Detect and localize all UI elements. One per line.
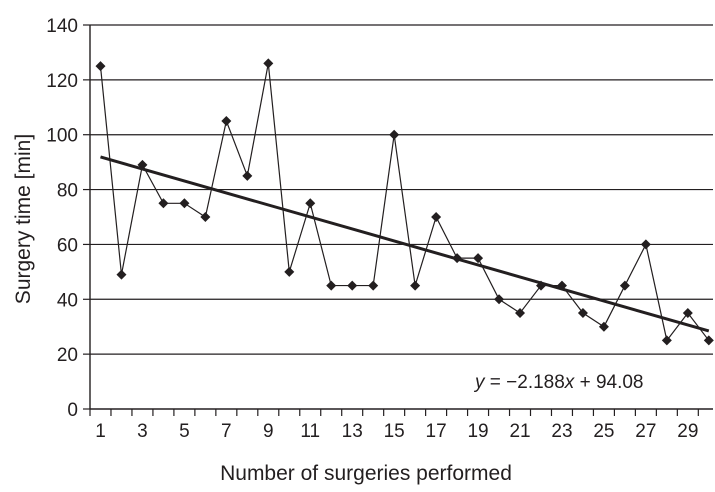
- series-group: [95, 58, 714, 346]
- y-tick-label-0: 0: [67, 400, 78, 421]
- x-tick-label-17: 17: [426, 421, 447, 442]
- axes: [89, 25, 713, 410]
- data-point-14: [368, 280, 379, 291]
- data-point-8: [242, 170, 253, 181]
- x-tick-label-29: 29: [677, 421, 698, 442]
- data-point-15: [389, 129, 400, 140]
- data-point-5: [179, 198, 190, 209]
- data-point-21: [515, 308, 526, 318]
- trendline-group: [100, 155, 710, 333]
- y-tick-label-60: 60: [57, 235, 78, 256]
- x-tick-label-13: 13: [342, 421, 363, 442]
- data-series-line: [99, 63, 710, 342]
- data-point-19: [473, 253, 484, 264]
- data-point-10: [284, 266, 295, 277]
- data-point-16: [410, 280, 421, 291]
- data-point-25: [598, 321, 609, 332]
- x-tick-label-5: 5: [179, 421, 190, 442]
- x-tick-label-9: 9: [263, 421, 274, 442]
- data-point-26: [619, 280, 630, 291]
- x-tick-label-15: 15: [384, 421, 405, 442]
- x-axis-ticks: 1 3 5 7 9 11 13 15 17 19 21 23 25 27 29: [89, 409, 699, 442]
- data-point-30: [703, 335, 714, 346]
- data-point-13: [347, 280, 358, 291]
- data-point-1: [95, 61, 106, 72]
- x-tick-label-25: 25: [593, 421, 614, 442]
- y-tick-label-20: 20: [57, 345, 78, 366]
- equation-intercept: + 94.08: [574, 372, 643, 393]
- x-tick-label-21: 21: [509, 421, 530, 442]
- data-point-28: [661, 335, 672, 346]
- data-point-29: [682, 308, 693, 318]
- trendline-equation: y = −2.188x + 94.08: [473, 372, 644, 393]
- data-point-24: [577, 308, 588, 318]
- trendline: [100, 155, 710, 333]
- data-point-2: [116, 269, 127, 280]
- y-tick-label-40: 40: [57, 290, 78, 311]
- equation-x-variable: x: [564, 372, 576, 393]
- x-axis-title: Number of surgeries performed: [220, 462, 512, 485]
- y-axis-ticks: 0 20 40 60 80 100 120 140: [46, 16, 90, 421]
- data-point-27: [640, 239, 651, 250]
- data-point-4: [158, 198, 169, 209]
- data-point-17: [431, 212, 442, 222]
- x-tick-label-11: 11: [300, 421, 320, 442]
- x-tick-label-7: 7: [221, 421, 232, 442]
- x-tick-label-1: 1: [95, 421, 106, 442]
- y-axis-title: Surgery time [min]: [12, 134, 35, 304]
- data-point-9: [263, 58, 274, 69]
- y-tick-label-140: 140: [46, 16, 78, 37]
- y-tick-label-100: 100: [46, 126, 78, 147]
- x-tick-label-19: 19: [467, 421, 488, 442]
- x-tick-label-23: 23: [551, 421, 572, 442]
- equation-slope: = −2.188: [485, 372, 565, 393]
- data-point-20: [494, 294, 505, 305]
- data-point-11: [305, 198, 316, 209]
- x-tick-label-27: 27: [635, 421, 656, 442]
- equation-y-variable: y: [473, 372, 486, 393]
- y-tick-label-80: 80: [57, 181, 78, 202]
- data-point-12: [326, 280, 337, 291]
- data-point-6: [200, 212, 211, 222]
- y-tick-label-120: 120: [46, 71, 78, 92]
- x-tick-label-3: 3: [137, 421, 148, 442]
- data-point-7: [221, 116, 232, 126]
